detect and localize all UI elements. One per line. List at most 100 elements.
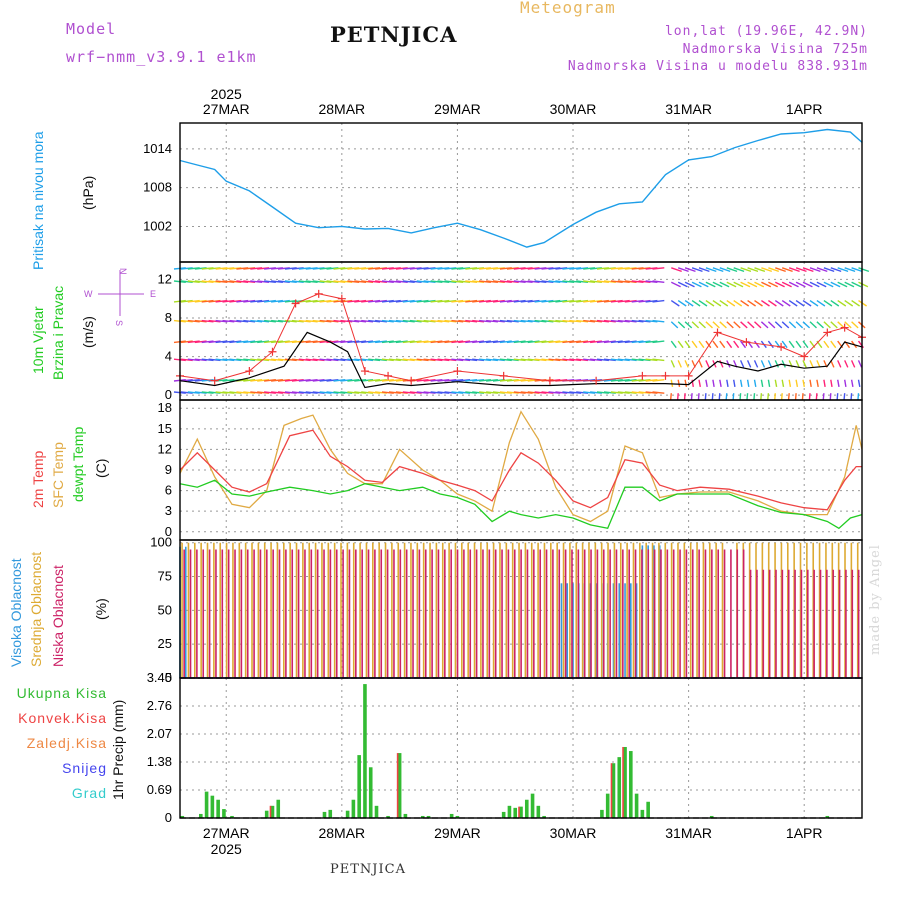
wind-arrow <box>513 267 526 270</box>
wind-arrow <box>340 340 353 344</box>
wind-arrow <box>319 299 332 303</box>
wind-arrow <box>271 280 283 283</box>
gust-marker <box>314 289 323 298</box>
precip-total-bar <box>455 815 460 818</box>
wind-arrow <box>645 340 658 344</box>
wind-arrow <box>187 299 200 303</box>
wind-arrow <box>780 393 783 401</box>
wind-arrow <box>312 280 325 283</box>
wind-arrow <box>458 340 471 344</box>
wind-arrow <box>610 391 623 394</box>
wind-arrow <box>844 360 849 368</box>
wind-arrow <box>726 379 729 388</box>
wind-arrow <box>402 340 415 344</box>
wind-arrow <box>243 319 256 323</box>
wind-arrow <box>291 379 304 382</box>
wind-arrow <box>326 340 339 344</box>
x-tick-label-bottom: 27MAR <box>203 825 250 841</box>
gust-marker <box>592 376 601 385</box>
wind-arrow <box>851 267 863 273</box>
wind-arrow <box>590 340 602 344</box>
wind-arrow <box>250 340 263 344</box>
wind-arrow <box>354 379 367 382</box>
wind-arrow <box>416 319 429 323</box>
wind-arrow <box>479 358 491 362</box>
wind-arrow <box>712 379 715 388</box>
wind-arrow <box>201 280 214 283</box>
wind-arrow <box>534 299 547 303</box>
wind-arrow <box>726 281 737 288</box>
wind-arrow <box>506 379 519 382</box>
wind-arrow <box>652 379 665 382</box>
wind-arrow <box>277 379 290 382</box>
wind-arrow <box>677 267 689 273</box>
wind-arrow <box>562 280 575 283</box>
wind-arrow <box>520 340 533 344</box>
wind-arrow <box>194 280 207 283</box>
wind-arrow <box>555 267 568 270</box>
wind-arrow <box>844 379 847 388</box>
wind-arrow <box>264 319 276 323</box>
wind-arrow <box>201 267 214 270</box>
wind-arrow <box>201 319 214 323</box>
wind-arrow <box>277 340 290 344</box>
x-tick-label-bottom: 29MAR <box>434 825 481 841</box>
wind-arrow <box>180 391 193 394</box>
wind-arrow <box>479 391 491 394</box>
gust-marker <box>453 367 462 376</box>
wind-arrow <box>719 300 729 307</box>
gust-marker <box>742 338 751 347</box>
wind-arrow <box>837 321 845 329</box>
wind-arrow <box>451 299 464 303</box>
wind-arrow <box>534 340 547 344</box>
wind-arrow <box>229 280 242 283</box>
wind-arrow <box>194 299 207 303</box>
wind-arrow <box>534 267 547 270</box>
wind-arrow <box>802 300 812 307</box>
wind-arrow <box>684 340 691 349</box>
wind-arrow <box>576 391 589 394</box>
wind-arrow <box>794 393 797 401</box>
wind-arrow <box>719 321 727 329</box>
wind-arrow <box>305 280 318 283</box>
precip-total-bar <box>403 813 408 818</box>
wind-arrow <box>347 299 360 303</box>
wind-arrow <box>402 280 415 283</box>
wind-arrow <box>753 340 760 349</box>
wind-arrow <box>631 340 644 344</box>
wind-arrow <box>631 358 644 362</box>
wind-arrow <box>857 360 863 368</box>
wind-arrow <box>576 280 589 283</box>
wind-arrow <box>319 267 332 270</box>
elevation-label: Nadmorska Visina 725m <box>682 42 868 57</box>
wind-arrow <box>624 379 637 382</box>
wind-arrow <box>264 391 276 394</box>
x-tick-label-top: 1APR <box>786 101 823 117</box>
wind-arrow <box>180 280 193 283</box>
y-tick-label: 0.69 <box>147 782 172 797</box>
wind-arrow <box>444 299 457 303</box>
wind-arrow <box>768 267 780 273</box>
wind-arrow <box>381 379 394 382</box>
wind-arrow <box>340 358 353 362</box>
wind-arrow <box>683 393 686 401</box>
wind-arrow <box>822 393 825 401</box>
wind-arrow <box>677 321 686 329</box>
wind-arrow <box>305 299 318 303</box>
wind-arrow <box>677 340 684 349</box>
y-tick-label: 1008 <box>143 180 172 195</box>
wind-arrow <box>739 379 743 388</box>
wind-arrow <box>610 299 623 303</box>
wind-arrow <box>375 299 387 303</box>
wind-arrow <box>746 393 749 401</box>
wind-arrow <box>381 299 394 303</box>
wind-arrow <box>465 379 478 382</box>
wind-arrow <box>388 379 401 382</box>
wind-arrow <box>719 379 722 388</box>
wind-arrow <box>809 360 814 368</box>
wind-arrow <box>368 340 381 344</box>
precip-total-bar <box>825 815 830 818</box>
y-tick-label: 9 <box>165 462 172 477</box>
panel-frame <box>179 122 863 263</box>
wind-arrow <box>361 358 374 362</box>
